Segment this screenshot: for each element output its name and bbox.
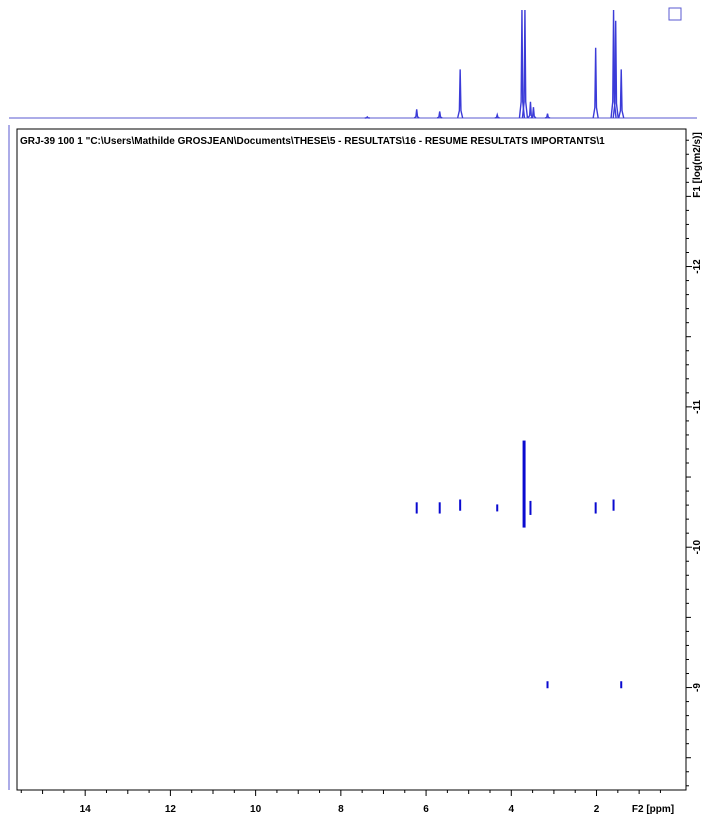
dosy-contour: [594, 502, 597, 514]
spectrum-peak: [544, 113, 551, 119]
dosy-contour: [529, 500, 532, 515]
y-tick-label: -10: [692, 540, 703, 555]
x-tick-label: 2: [594, 804, 600, 815]
y-tick-label: -12: [692, 259, 703, 274]
x-tick-label: 8: [338, 804, 344, 815]
spectrum-peak: [521, 9, 529, 119]
y-tick-label: -9: [692, 683, 703, 692]
spectrum-peak: [456, 69, 464, 119]
spectrum-peak: [364, 115, 370, 119]
x-tick-label: 4: [509, 804, 515, 815]
plot-frame: [16, 128, 687, 791]
x-tick-label: 14: [80, 804, 92, 815]
y-tick-label: -11: [692, 399, 703, 413]
spectrum-peak: [494, 112, 500, 119]
spectrum-peak: [592, 47, 599, 119]
dosy-contour: [612, 499, 615, 511]
spectrum-peak: [413, 109, 420, 119]
dosy-contour: [459, 499, 462, 511]
x-tick-label: 12: [165, 804, 177, 815]
dosy-contour: [522, 440, 526, 528]
dosy-contour: [620, 681, 623, 689]
x-axis-label: F2 [ppm]: [632, 804, 674, 815]
spectrum-peak: [530, 107, 537, 119]
spectrum-peak: [618, 69, 625, 119]
spectrum-peak: [436, 111, 443, 119]
dosy-contour: [438, 502, 441, 514]
x-tick-label: 6: [423, 804, 429, 815]
spectrum-peak: [612, 20, 619, 119]
corner-square-icon: [668, 7, 682, 21]
y-axis-label: F1 [log(m2/s)]: [692, 132, 703, 198]
x-tick-label: 10: [250, 804, 262, 815]
spectrum-header: GRJ-39 100 1 "C:\Users\Mathilde GROSJEAN…: [20, 136, 605, 147]
dosy-contour: [415, 502, 418, 514]
dosy-contour: [496, 504, 499, 512]
dosy-contour: [546, 681, 549, 689]
